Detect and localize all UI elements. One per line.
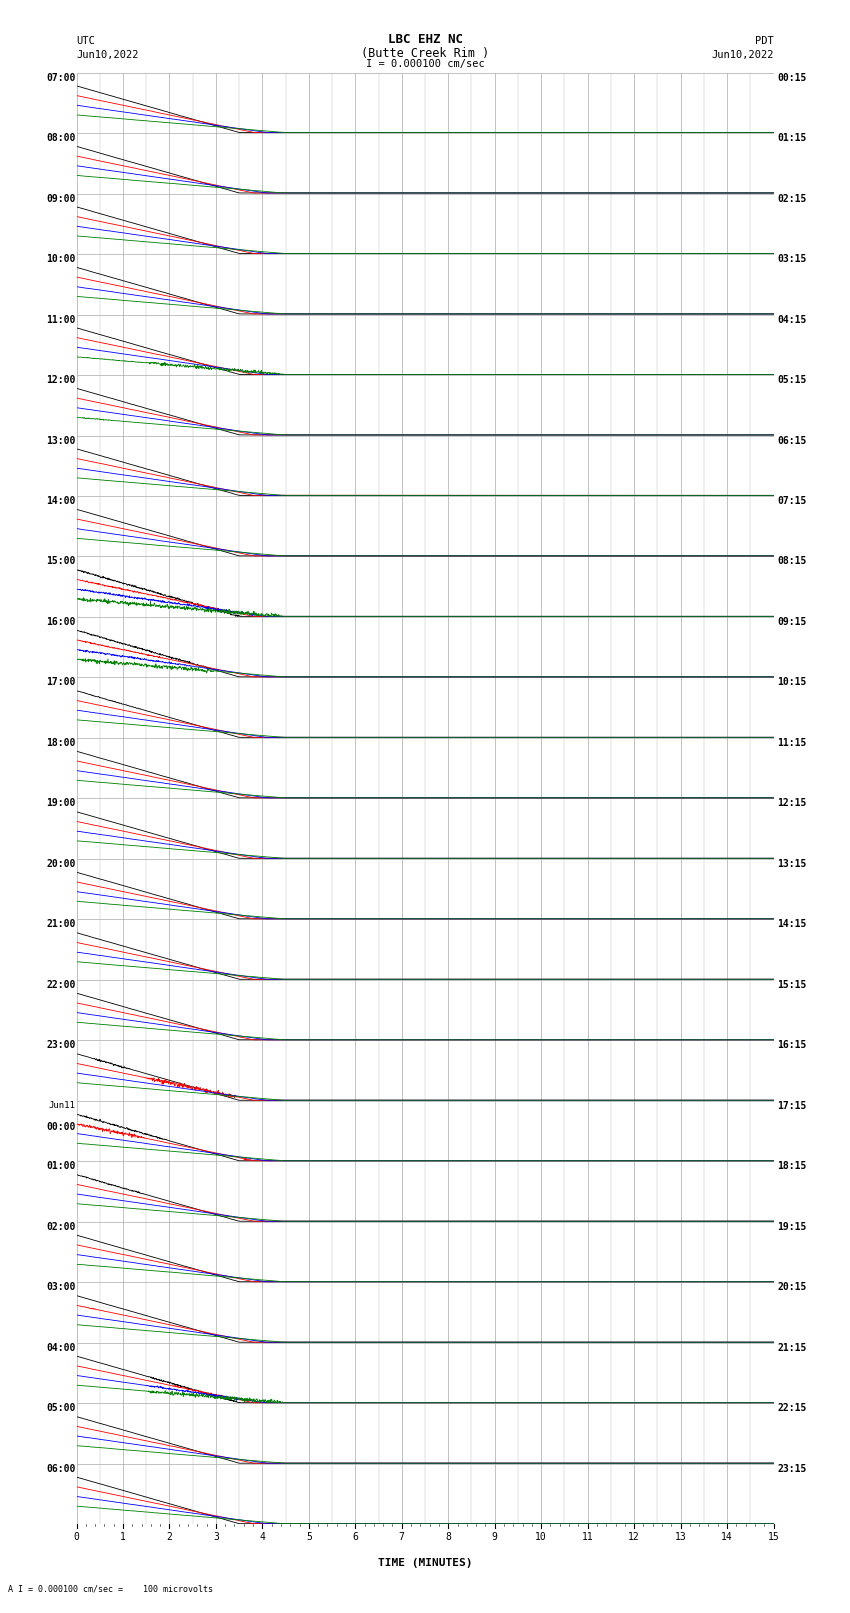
Text: A I = 0.000100 cm/sec =    100 microvolts: A I = 0.000100 cm/sec = 100 microvolts (8, 1584, 213, 1594)
Text: 23:00: 23:00 (46, 1040, 76, 1050)
Text: 6: 6 (353, 1532, 358, 1542)
Text: 15: 15 (768, 1532, 779, 1542)
Text: 06:00: 06:00 (46, 1465, 76, 1474)
Text: Jun10,2022: Jun10,2022 (76, 50, 139, 60)
Text: UTC: UTC (76, 35, 95, 45)
Text: 21:15: 21:15 (777, 1342, 807, 1353)
Text: 19:15: 19:15 (777, 1223, 807, 1232)
Text: 13:00: 13:00 (46, 436, 76, 445)
Text: 1: 1 (120, 1532, 126, 1542)
Text: 22:00: 22:00 (46, 981, 76, 990)
Text: 18:00: 18:00 (46, 739, 76, 748)
Text: 00:15: 00:15 (777, 73, 807, 82)
Text: 06:15: 06:15 (777, 436, 807, 445)
Text: 18:15: 18:15 (777, 1161, 807, 1171)
Text: 9: 9 (492, 1532, 497, 1542)
Text: 16:00: 16:00 (46, 618, 76, 627)
Text: 10:00: 10:00 (46, 255, 76, 265)
Text: (Butte Creek Rim ): (Butte Creek Rim ) (361, 47, 489, 60)
Text: 09:15: 09:15 (777, 618, 807, 627)
Text: 3: 3 (213, 1532, 218, 1542)
Text: 04:00: 04:00 (46, 1342, 76, 1353)
Text: 4: 4 (259, 1532, 265, 1542)
Text: 13:15: 13:15 (777, 858, 807, 869)
Text: 07:15: 07:15 (777, 497, 807, 506)
Text: LBC EHZ NC: LBC EHZ NC (388, 32, 462, 45)
Text: 10:15: 10:15 (777, 677, 807, 687)
Text: 07:00: 07:00 (46, 73, 76, 82)
Text: 05:00: 05:00 (46, 1403, 76, 1413)
Text: 11:00: 11:00 (46, 315, 76, 324)
Text: 00:00: 00:00 (46, 1123, 76, 1132)
Text: 04:15: 04:15 (777, 315, 807, 324)
Text: 03:15: 03:15 (777, 255, 807, 265)
Text: 0: 0 (74, 1532, 79, 1542)
Text: 22:15: 22:15 (777, 1403, 807, 1413)
Text: 08:15: 08:15 (777, 556, 807, 566)
Text: 16:15: 16:15 (777, 1040, 807, 1050)
Text: 23:15: 23:15 (777, 1465, 807, 1474)
Text: TIME (MINUTES): TIME (MINUTES) (377, 1558, 473, 1568)
Text: I = 0.000100 cm/sec: I = 0.000100 cm/sec (366, 60, 484, 69)
Text: 11:15: 11:15 (777, 739, 807, 748)
Text: Jun11: Jun11 (48, 1102, 76, 1110)
Text: 09:00: 09:00 (46, 194, 76, 203)
Text: 08:00: 08:00 (46, 134, 76, 144)
Text: 12: 12 (628, 1532, 640, 1542)
Text: 14:00: 14:00 (46, 497, 76, 506)
Text: 15:00: 15:00 (46, 556, 76, 566)
Text: 21:00: 21:00 (46, 919, 76, 929)
Text: 02:15: 02:15 (777, 194, 807, 203)
Text: 17:15: 17:15 (777, 1102, 807, 1111)
Text: 01:15: 01:15 (777, 134, 807, 144)
Text: 01:00: 01:00 (46, 1161, 76, 1171)
Text: Jun10,2022: Jun10,2022 (711, 50, 774, 60)
Text: 15:15: 15:15 (777, 981, 807, 990)
Text: 7: 7 (399, 1532, 405, 1542)
Text: 20:15: 20:15 (777, 1282, 807, 1292)
Text: 10: 10 (536, 1532, 547, 1542)
Text: 05:15: 05:15 (777, 376, 807, 386)
Text: 19:00: 19:00 (46, 798, 76, 808)
Text: 14: 14 (721, 1532, 733, 1542)
Text: 03:00: 03:00 (46, 1282, 76, 1292)
Text: 12:00: 12:00 (46, 376, 76, 386)
Text: 20:00: 20:00 (46, 858, 76, 869)
Text: 11: 11 (581, 1532, 593, 1542)
Text: 14:15: 14:15 (777, 919, 807, 929)
Text: 8: 8 (445, 1532, 451, 1542)
Text: 12:15: 12:15 (777, 798, 807, 808)
Text: 5: 5 (306, 1532, 312, 1542)
Text: 13: 13 (675, 1532, 687, 1542)
Text: 02:00: 02:00 (46, 1223, 76, 1232)
Text: 17:00: 17:00 (46, 677, 76, 687)
Text: PDT: PDT (755, 35, 774, 45)
Text: 2: 2 (167, 1532, 173, 1542)
